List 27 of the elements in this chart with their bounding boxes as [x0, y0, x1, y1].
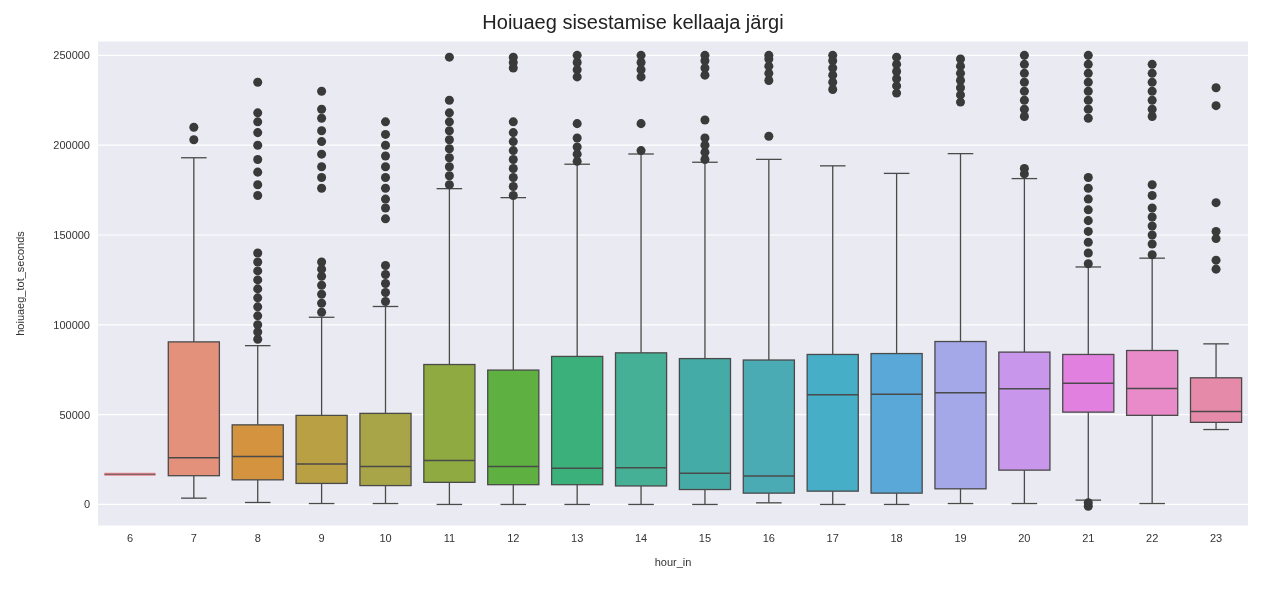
y-tick-label: 200000 [53, 139, 90, 152]
y-tick-label: 150000 [53, 228, 90, 241]
x-tick-label: 8 [254, 531, 261, 544]
x-tick-label: 9 [318, 531, 325, 544]
y-axis-title: hoiuaeg_tot_seconds [13, 230, 26, 336]
y-tick-label: 50000 [59, 408, 90, 421]
x-tick-label: 15 [698, 531, 712, 544]
x-tick-label: 13 [571, 531, 584, 544]
x-tick-label: 7 [190, 531, 197, 544]
x-tick-label: 18 [890, 531, 903, 544]
y-tick-label: 0 [83, 498, 90, 511]
x-tick-label: 17 [826, 531, 839, 544]
chart-title: Hoiuaeg sisestamise kellaaja järgi [481, 10, 785, 35]
x-tick-label: 14 [634, 531, 648, 544]
x-tick-label: 21 [1082, 531, 1095, 544]
x-axis-title: hour_in [654, 556, 692, 568]
x-tick-label: 23 [1209, 531, 1223, 544]
x-tick-label: 11 [443, 531, 456, 544]
y-tick-label: 250000 [53, 49, 90, 62]
x-tick-label: 22 [1146, 531, 1159, 544]
x-tick-label: 6 [126, 531, 134, 544]
x-tick-label: 20 [1018, 531, 1031, 544]
x-tick-label: 19 [954, 531, 967, 544]
x-tick-label: 16 [762, 531, 775, 544]
y-tick-label: 100000 [53, 318, 90, 331]
x-tick-label: 10 [379, 531, 392, 544]
x-tick-label: 12 [507, 531, 520, 544]
